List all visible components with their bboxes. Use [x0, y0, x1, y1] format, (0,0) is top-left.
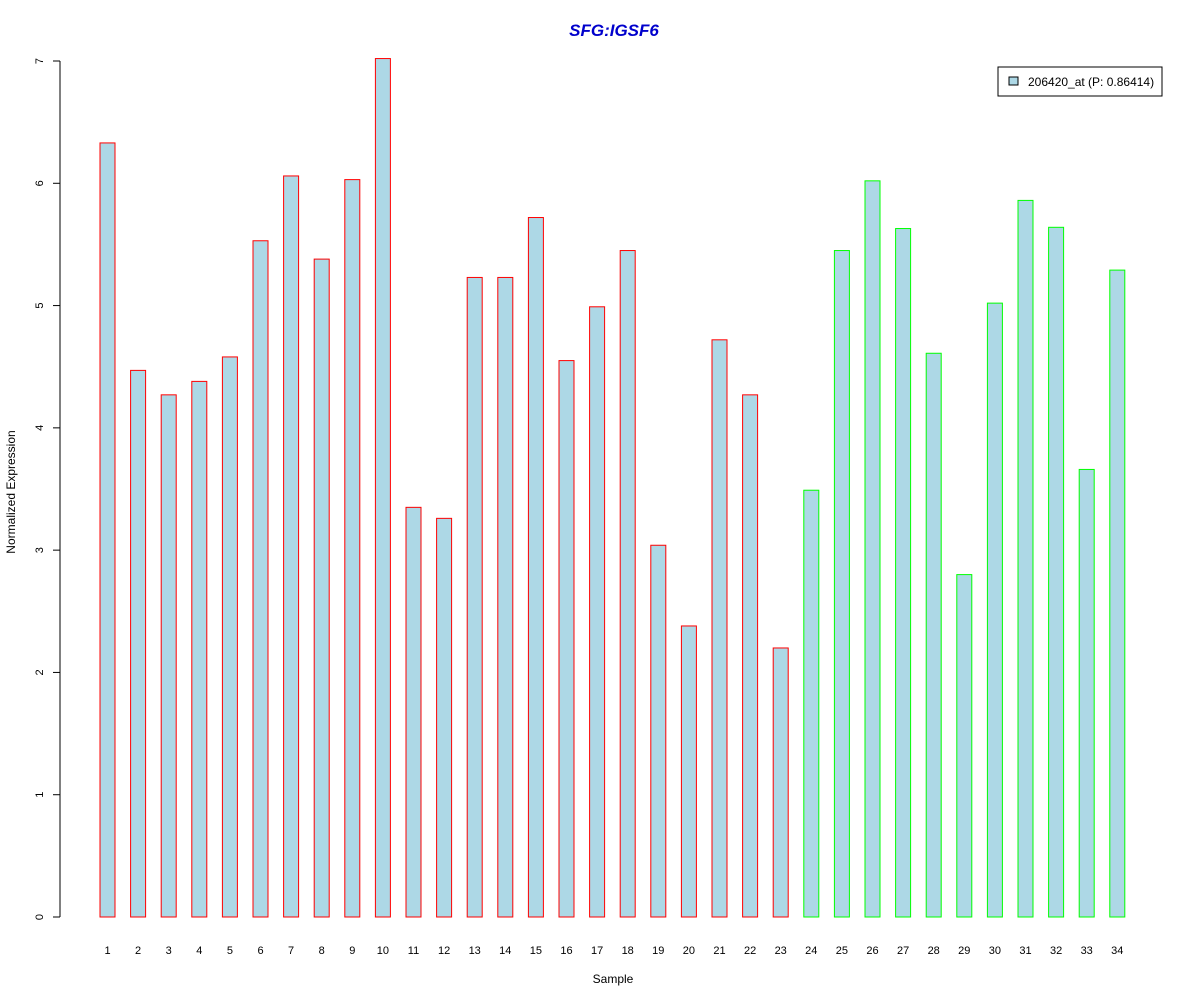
x-tick-label: 9 — [349, 945, 355, 957]
bar-sample-5 — [221, 356, 238, 918]
legend-label: 206420_at (P: 0.86414) — [1028, 75, 1154, 89]
bar-sample-33 — [1078, 468, 1095, 918]
x-tick-label: 25 — [836, 945, 848, 957]
bar-sample-24 — [803, 489, 820, 918]
bars — [99, 58, 1126, 918]
y-axis-label: Normalized Expression — [4, 430, 18, 553]
x-tick-label: 5 — [227, 945, 233, 957]
legend-swatch — [1008, 76, 1019, 86]
bar-sample-11 — [405, 506, 422, 918]
x-tick-label: 32 — [1050, 945, 1062, 957]
x-tick-label: 28 — [928, 945, 940, 957]
bar-sample-2 — [130, 369, 147, 918]
y-tick-label: 2 — [34, 669, 46, 675]
bar-sample-12 — [436, 517, 453, 918]
bar-sample-26 — [864, 180, 881, 918]
bar-sample-16 — [558, 360, 575, 918]
x-tick-label: 1 — [104, 945, 110, 957]
x-tick-label: 19 — [652, 945, 664, 957]
bar-sample-14 — [497, 276, 514, 918]
bar-sample-17 — [589, 306, 606, 918]
x-tick-label: 15 — [530, 945, 542, 957]
x-tick-label: 23 — [775, 945, 787, 957]
bar-sample-4 — [191, 380, 208, 918]
x-tick-label: 24 — [805, 945, 817, 957]
x-tick-label: 6 — [257, 945, 263, 957]
x-axis-label: Sample — [593, 972, 634, 986]
x-tick-label: 3 — [166, 945, 172, 957]
x-tick-label: 30 — [989, 945, 1001, 957]
bar-sample-9 — [344, 179, 361, 918]
bar-sample-34 — [1109, 269, 1126, 918]
x-tick-label: 11 — [408, 945, 419, 957]
bar-sample-22 — [742, 394, 759, 918]
y-axis: 0 1 2 3 4 5 6 7 — [34, 58, 61, 920]
bar-sample-7 — [283, 175, 300, 918]
bar-sample-1 — [99, 142, 116, 918]
x-tick-label: 20 — [683, 945, 695, 957]
bar-sample-29 — [956, 574, 973, 918]
bar-sample-18 — [619, 250, 636, 918]
x-tick-label: 18 — [622, 945, 634, 957]
x-tick-label: 7 — [288, 945, 294, 957]
bar-sample-6 — [252, 240, 269, 918]
y-tick-label: 5 — [34, 303, 46, 309]
legend-box — [997, 66, 1163, 97]
x-tick-label: 26 — [866, 945, 878, 957]
x-tick-label: 14 — [499, 945, 511, 957]
bar-sample-8 — [313, 258, 330, 918]
bar-sample-31 — [1017, 199, 1034, 918]
x-tick-label: 4 — [196, 945, 202, 957]
x-tick-label: 21 — [713, 945, 725, 957]
bar-sample-20 — [680, 625, 697, 918]
bar-sample-27 — [895, 228, 912, 918]
bar-sample-13 — [466, 276, 483, 918]
y-tick-label: 1 — [34, 792, 46, 798]
x-tick-label: 13 — [469, 945, 481, 957]
bar-sample-32 — [1048, 226, 1065, 918]
x-tick-label: 29 — [958, 945, 970, 957]
bar-sample-23 — [772, 647, 789, 918]
bar-sample-3 — [160, 394, 177, 918]
bar-sample-28 — [925, 352, 942, 918]
y-tick-label: 6 — [34, 180, 46, 186]
bar-sample-21 — [711, 339, 728, 918]
bar-sample-19 — [650, 544, 667, 918]
x-tick-label: 10 — [377, 945, 389, 957]
x-tick-label: 31 — [1019, 945, 1031, 957]
y-tick-label: 3 — [34, 547, 46, 553]
x-tick-label: 33 — [1081, 945, 1093, 957]
x-tick-label: 17 — [591, 945, 603, 957]
x-tick-label: 2 — [135, 945, 141, 957]
bar-sample-25 — [833, 250, 850, 918]
legend: 206420_at (P: 0.86414) — [997, 66, 1163, 97]
x-tick-label: 8 — [319, 945, 325, 957]
x-tick-label: 22 — [744, 945, 756, 957]
x-tick-label: 16 — [560, 945, 572, 957]
y-tick-label: 0 — [34, 914, 46, 920]
bar-sample-10 — [374, 58, 391, 918]
x-tick-label: 34 — [1111, 945, 1123, 957]
bar-sample-15 — [527, 217, 544, 918]
x-axis-ticks: 1 2 3 4 5 6 7 8 9 10 11 12 13 14 15 16 17 18 19 20 21 22 23 24 2… — [104, 945, 1123, 957]
x-tick-label: 12 — [438, 945, 450, 957]
y-tick-label: 4 — [34, 425, 46, 431]
x-tick-label: 27 — [897, 945, 909, 957]
y-tick-label: 7 — [34, 58, 46, 64]
chart-title: SFG:IGSF6 — [569, 21, 659, 40]
bar-sample-30 — [986, 302, 1003, 918]
